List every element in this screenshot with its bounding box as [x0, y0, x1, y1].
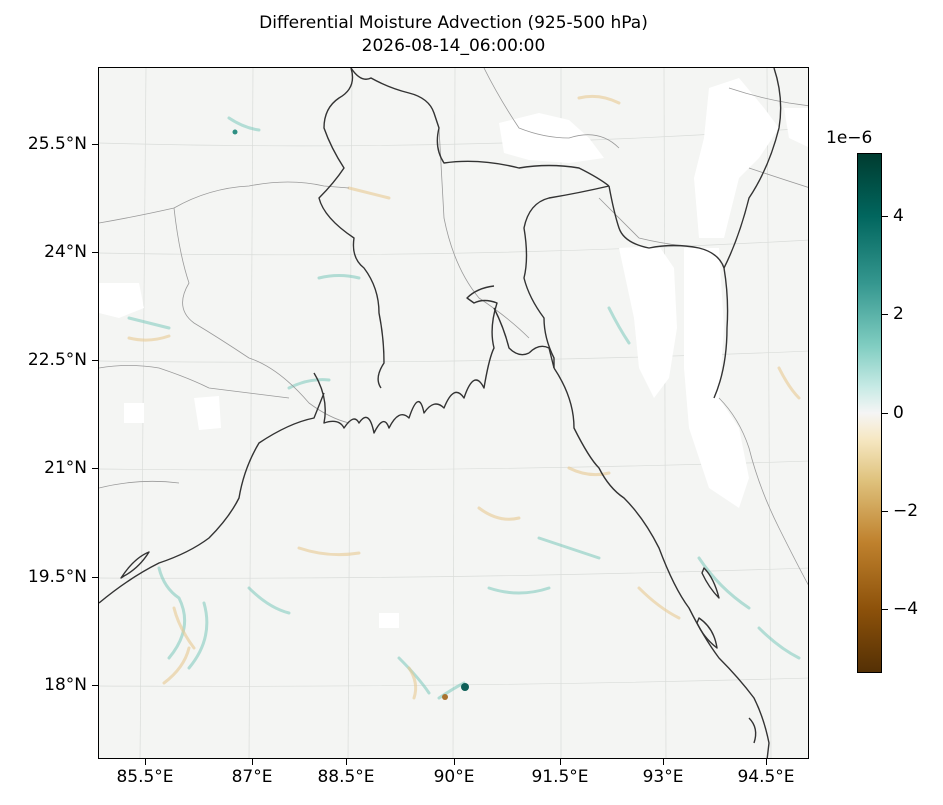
lon-tick — [252, 759, 253, 765]
advection-field — [127, 94, 801, 700]
lon-label-87: 87°E — [231, 767, 273, 787]
colorbar-exponent: 1e−6 — [826, 128, 873, 148]
colorbar-tick — [882, 314, 888, 315]
masked-regions — [99, 78, 808, 628]
lat-tick — [92, 144, 98, 145]
lon-tick — [346, 759, 347, 765]
map-canvas[interactable] — [99, 68, 809, 759]
lon-tick — [145, 759, 146, 765]
lon-label-91-5: 91.5°E — [531, 767, 589, 787]
coastline-and-borders — [99, 68, 782, 758]
lat-label-19-5: 19.5°N — [27, 567, 87, 587]
lat-label-22-5: 22.5°N — [27, 350, 87, 370]
colorbar-tick — [882, 413, 888, 414]
lon-tick — [766, 759, 767, 765]
map-timestamp: 2026-08-14_06:00:00 — [361, 36, 546, 56]
lat-tick — [92, 685, 98, 686]
colorbar-label-neg4: −4 — [893, 599, 919, 619]
colorbar-tick — [882, 216, 888, 217]
lat-tick — [92, 252, 98, 253]
lon-tick — [560, 759, 561, 765]
graticule — [99, 68, 808, 758]
lat-tick — [92, 360, 98, 361]
colorbar — [857, 153, 882, 673]
lat-label-25-5: 25.5°N — [27, 134, 87, 154]
map-panel[interactable] — [98, 67, 809, 759]
lon-label-93: 93°E — [642, 767, 684, 787]
lat-label-24: 24°N — [44, 242, 87, 262]
lon-label-90: 90°E — [433, 767, 475, 787]
colorbar-label-4: 4 — [893, 206, 904, 226]
lon-label-94-5: 94.5°E — [737, 767, 795, 787]
colorbar-tick — [882, 609, 888, 610]
field-extremes — [232, 129, 469, 700]
lat-tick — [92, 577, 98, 578]
colorbar-label-2: 2 — [893, 304, 904, 324]
lat-label-18: 18°N — [44, 675, 87, 695]
colorbar-label-neg2: −2 — [893, 501, 919, 521]
lat-label-21: 21°N — [44, 458, 87, 478]
map-title: Differential Moisture Advection (925-500… — [259, 13, 648, 33]
political-borders — [99, 68, 808, 586]
colorbar-label-0: 0 — [893, 403, 904, 423]
colorbar-tick — [882, 511, 888, 512]
colorbar-gradient — [858, 154, 881, 672]
lat-tick — [92, 468, 98, 469]
lon-label-88-5: 88.5°E — [317, 767, 375, 787]
lon-tick — [663, 759, 664, 765]
lon-tick — [454, 759, 455, 765]
lon-label-85-5: 85.5°E — [116, 767, 174, 787]
